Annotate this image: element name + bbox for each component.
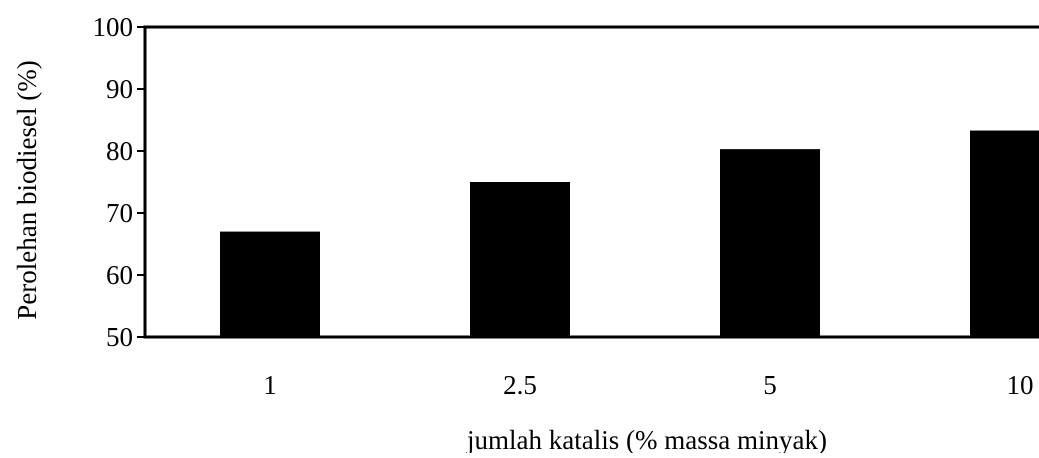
x-axis-label: jumlah katalis (% massa minyak)	[466, 425, 827, 453]
bar-5	[720, 149, 820, 337]
bar-1	[220, 231, 320, 337]
x-tick-label: 2.5	[503, 370, 537, 400]
y-tick-label: 50	[106, 322, 133, 352]
x-tick-label: 5	[763, 370, 777, 400]
y-axis: 50 60 70 80 90 100	[93, 12, 145, 352]
y-tick-label: 100	[93, 12, 134, 42]
y-axis-label: Perolehan biodiesel (%)	[12, 60, 42, 319]
bar-10	[970, 130, 1039, 337]
x-tick-label: 10	[1007, 370, 1034, 400]
x-axis: 1 2.5 5 10	[263, 370, 1033, 400]
bar-2.5	[470, 182, 570, 337]
x-tick-label: 1	[263, 370, 277, 400]
y-tick-label: 90	[106, 74, 133, 104]
bar-series	[220, 130, 1039, 337]
plot-frame	[143, 25, 1039, 339]
y-tick-label: 80	[106, 136, 133, 166]
y-tick-label: 60	[106, 260, 133, 290]
y-tick-label: 70	[106, 198, 133, 228]
